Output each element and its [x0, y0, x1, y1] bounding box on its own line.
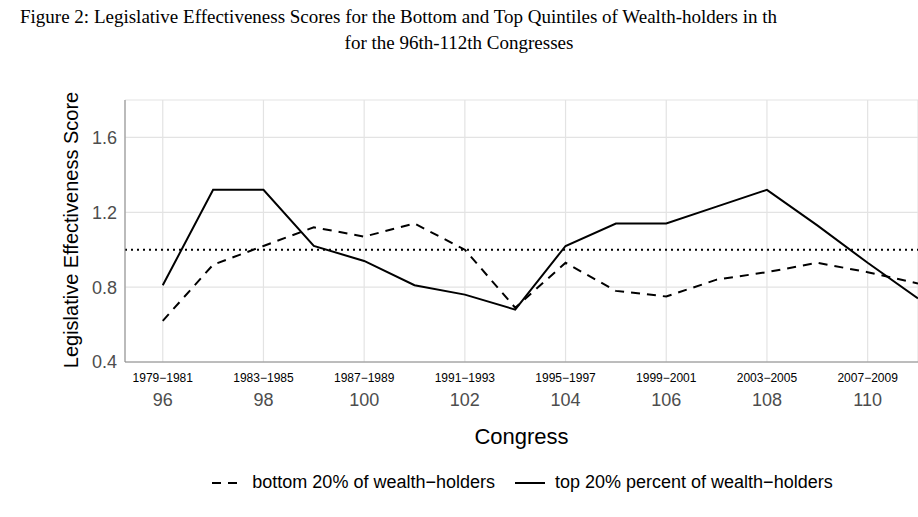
svg-text:1987−1989: 1987−1989 [334, 371, 395, 385]
svg-text:106: 106 [651, 390, 681, 410]
html-text:Congress: Congress [474, 424, 569, 449]
svg-text:1983−1985: 1983−1985 [233, 371, 294, 385]
html-text:Legislative Effectiveness Scor: Legislative Effectiveness Score [60, 91, 82, 369]
svg-text:1995−1997: 1995−1997 [535, 371, 596, 385]
svg-text:110: 110 [853, 390, 882, 410]
svg-text:1979−1981: 1979−1981 [133, 371, 194, 385]
svg-text:2003−2005: 2003−2005 [737, 371, 798, 385]
svg-text:1.6: 1.6 [92, 128, 117, 148]
html-text:bottom 20% of wealth−holders: bottom 20% of wealth−holders [252, 472, 495, 492]
html-text:top 20% percent of wealth−hold: top 20% percent of wealth−holders [555, 472, 833, 492]
svg-text:100: 100 [349, 390, 379, 410]
html-text:for the 96th-112th Congresses: for the 96th-112th Congresses [344, 32, 574, 53]
svg-text:1991−1993: 1991−1993 [435, 371, 496, 385]
svg-text:108: 108 [752, 390, 782, 410]
html-text:Figure 2: Legislative Effectiv: Figure 2: Legislative Effectiveness Scor… [20, 6, 777, 27]
svg-text:104: 104 [551, 390, 581, 410]
svg-text:0.4: 0.4 [92, 352, 117, 372]
svg-text:98: 98 [253, 390, 273, 410]
svg-text:1999−2001: 1999−2001 [636, 371, 697, 385]
svg-text:102: 102 [450, 390, 480, 410]
svg-text:96: 96 [153, 390, 173, 410]
svg-text:0.8: 0.8 [92, 278, 117, 298]
svg-text:2007−2009: 2007−2009 [837, 371, 898, 385]
svg-text:1.2: 1.2 [92, 203, 117, 223]
